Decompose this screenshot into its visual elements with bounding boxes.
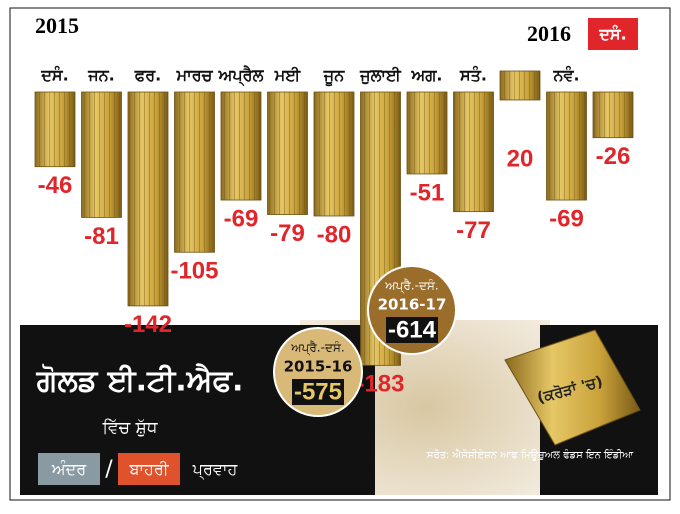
x-tick-label: ਅਗ. — [411, 66, 443, 85]
annotation-year: 2016-17 — [378, 296, 447, 314]
bar-stripes — [128, 92, 168, 306]
x-tick-label: ਫਰ. — [134, 66, 161, 85]
outflow-box — [118, 453, 180, 485]
bar-stripes — [500, 71, 540, 100]
annotation-box — [386, 317, 438, 343]
value-label: -69 — [549, 205, 584, 232]
panel-title: ਗੋਲਡ ਈ.ਟੀ.ਐਫ. — [36, 363, 244, 399]
year-start: 2015 — [35, 13, 79, 38]
annotation-value: -575 — [294, 378, 342, 405]
legend-out: ਬਾਹਰੀ — [128, 460, 169, 479]
bar-stripes — [81, 92, 122, 218]
bar-stripes — [314, 92, 354, 216]
bar-stripes — [453, 92, 494, 212]
legend-flow: ਪ੍ਰਵਾਹ — [192, 460, 239, 481]
value-label: -51 — [410, 179, 445, 206]
bar-stripes — [35, 92, 75, 167]
x-tick-label: ਜਨ. — [87, 66, 115, 85]
value-label: -142 — [124, 311, 172, 338]
value-label: -183 — [356, 371, 404, 398]
legend-in: ਅੰਦਰ — [51, 460, 87, 479]
gold-block — [504, 329, 641, 446]
bar-stripes — [407, 92, 447, 174]
bar-stripes — [546, 92, 587, 201]
x-tick-label: ਦਸੰ. — [598, 25, 626, 44]
bar-stripes — [593, 92, 633, 138]
x-tick-label: ਜੁਲਾਈ — [359, 66, 402, 85]
bar-stripes — [267, 92, 308, 215]
value-label: -26 — [596, 143, 631, 170]
value-label: 20 — [507, 145, 534, 172]
legend-slash: / — [105, 457, 113, 482]
x-tick-label: ਨਵੰ. — [552, 66, 579, 85]
bar-stripes — [174, 92, 215, 253]
annotation-period: ਅਪ੍ਰੈ.-ਦਸੰ. — [384, 279, 438, 294]
annotation-year: 2015-16 — [284, 358, 353, 376]
annotation-value: -614 — [388, 316, 437, 343]
value-label: -81 — [84, 223, 119, 250]
value-label: -105 — [170, 258, 218, 285]
source: ਸਰੋਤ: ਐਸੋਸੀਏਸ਼ਨ ਆਫ ਮਿਊਚੁਅਲ ਫੰਡਸ ਇਨ ਇੰਡੀਆ — [426, 448, 635, 461]
x-tick-label: ਅਪ੍ਰੈਲ — [218, 66, 265, 88]
value-label: -69 — [224, 205, 259, 232]
value-label: -80 — [317, 221, 352, 248]
x-tick-label: ਸਤੰ. — [459, 66, 487, 85]
x-tick-label: ਜੂਨ — [323, 66, 345, 87]
annotation-period: ਅਪ੍ਰੈ.-ਦਸੰ. — [290, 341, 344, 356]
x-tick-label: ਮਈ — [274, 66, 302, 85]
inflow-box — [38, 453, 100, 485]
year-end: 2016 — [527, 21, 571, 46]
bar-stripes — [221, 92, 261, 201]
value-label: -77 — [456, 217, 491, 244]
annotation-box — [292, 379, 344, 405]
month-box — [588, 18, 638, 50]
value-label: -79 — [270, 220, 305, 247]
x-tick-label: ਦਸੰ. — [40, 66, 68, 85]
panel-subtitle: ਵਿੱਚ ਸ਼ੁੱਧ — [101, 418, 158, 438]
x-tick-label: ਮਾਰਚ — [176, 66, 214, 85]
value-label: -46 — [38, 172, 73, 199]
